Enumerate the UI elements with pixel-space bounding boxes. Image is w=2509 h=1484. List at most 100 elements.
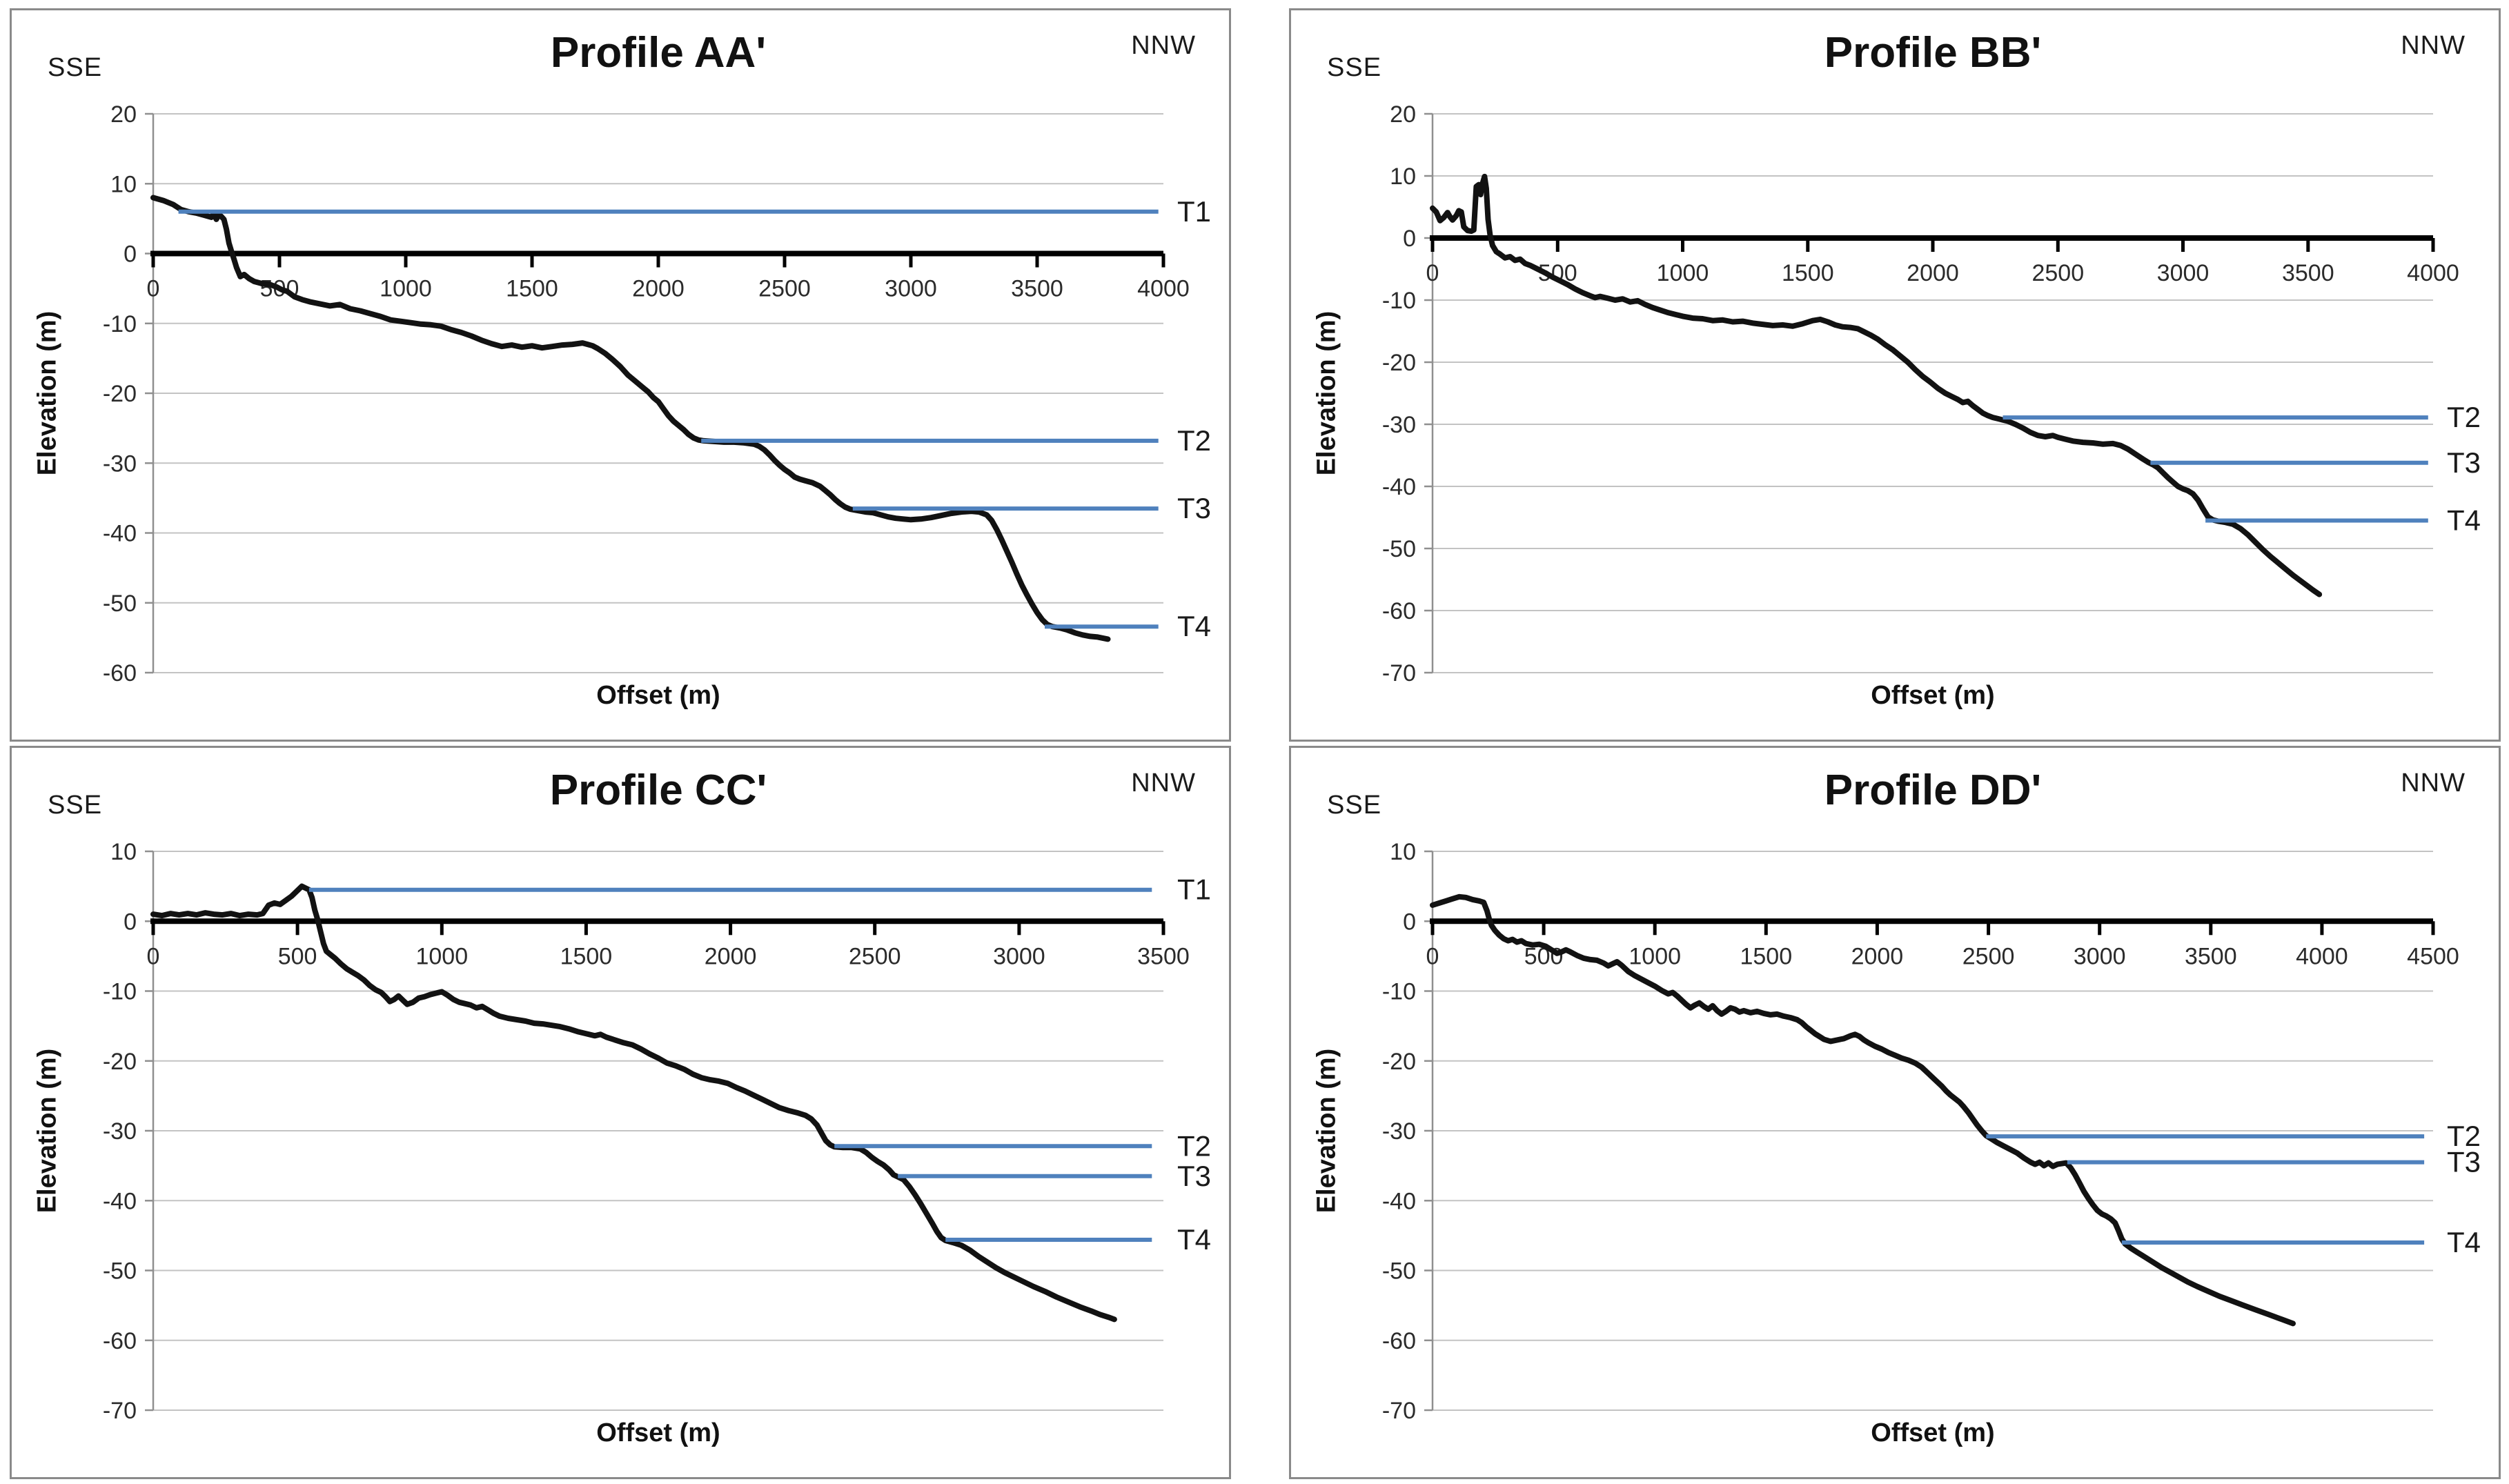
- y-tick-label: 0: [124, 241, 137, 268]
- y-tick-label: 0: [1403, 909, 1416, 935]
- y-tick-label: -50: [1382, 1258, 1416, 1285]
- y-tick-label: -40: [103, 1188, 137, 1214]
- y-tick-label: -60: [1382, 1328, 1416, 1354]
- profile-panel-dd: 10 0 -10 -20 -30 -40 -50 -60 -70 0 500 1000 1500 2000…: [1289, 746, 2501, 1479]
- y-tick-label: -20: [1382, 1049, 1416, 1075]
- x-tick-label: 2000: [1851, 943, 1904, 969]
- x-tick-label: 0: [147, 276, 160, 302]
- terrace-label-t2: T2: [2447, 1120, 2481, 1152]
- terrace-label-t4: T4: [1177, 1223, 1211, 1256]
- y-tick-label: -30: [103, 451, 137, 477]
- terrace-label-t2: T2: [1177, 1129, 1211, 1162]
- y-axis-title: Elevation (m): [32, 1048, 62, 1214]
- y-tick-label: -70: [1382, 660, 1416, 686]
- chart-title-dd: Profile DD': [1824, 766, 2042, 814]
- terrace-label-t3: T3: [2447, 446, 2481, 479]
- y-tick-label: -60: [103, 660, 137, 686]
- seafloor-profile-line: [1430, 173, 2323, 597]
- y-tick-label: -20: [103, 381, 137, 407]
- x-tick-label: 3500: [2185, 943, 2237, 969]
- y-tick-label: -70: [103, 1398, 137, 1424]
- y-tick-label: 0: [124, 909, 137, 935]
- y-axis-title: Elevation (m): [32, 310, 62, 476]
- y-tick-label: 10: [110, 839, 137, 865]
- chart-title-cc: Profile CC': [549, 766, 767, 814]
- seafloor-profile-line: [150, 883, 1117, 1323]
- y-tick-label: -50: [1382, 536, 1416, 562]
- x-tick-label: 2500: [2031, 260, 2084, 286]
- x-tick-label: 500: [278, 943, 317, 969]
- y-tick-label: 0: [1403, 226, 1416, 252]
- x-tick-label: 1500: [1782, 260, 1834, 286]
- x-axis-title: Offset (m): [1871, 1418, 1995, 1447]
- y-tick-label: -10: [103, 979, 137, 1005]
- x-tick-label: 0: [1426, 260, 1439, 286]
- y-axis-title: Elevation (m): [1312, 1048, 1341, 1214]
- x-tick-label: 2500: [758, 276, 811, 302]
- y-tick-label: -40: [103, 521, 137, 547]
- x-axis-title: Offset (m): [596, 681, 720, 710]
- nnw-label: NNW: [2401, 769, 2466, 798]
- sse-label: SSE: [48, 791, 103, 820]
- x-tick-label: 1500: [506, 276, 558, 302]
- x-tick-label: 1000: [1629, 943, 1681, 969]
- x-tick-label: 2000: [705, 943, 757, 969]
- charts-grid: 20 10 0 -10 -20 -30 -40 -50 -60 0 500 1000 1500 2000 2…: [10, 8, 2501, 1479]
- sse-label: SSE: [1327, 53, 1382, 82]
- terrace-label-t3: T3: [1177, 1160, 1211, 1192]
- terrace-label-t3: T3: [1177, 492, 1211, 524]
- x-axis-title: Offset (m): [596, 1418, 720, 1447]
- y-tick-label: 20: [1390, 101, 1416, 128]
- x-tick-label: 2000: [632, 276, 685, 302]
- y-tick-label: -40: [1382, 1188, 1416, 1214]
- y-tick-label: 10: [110, 171, 137, 197]
- y-tick-label: -20: [1382, 350, 1416, 376]
- x-tick-label: 3500: [2282, 260, 2334, 286]
- x-tick-label: 4000: [1137, 276, 1190, 302]
- chart-title-bb: Profile BB': [1824, 29, 2042, 77]
- profile-panel-bb: 20 10 0 -10 -20 -30 -40 -50 -60 -70 0 500 1000 1500 20…: [1289, 8, 2501, 742]
- x-tick-label: 1000: [380, 276, 432, 302]
- nnw-label: NNW: [1131, 31, 1196, 60]
- y-tick-label: -50: [103, 1258, 137, 1285]
- profile-panel-cc: 10 0 -10 -20 -30 -40 -50 -60 -70 0 500 1000 1500 2000…: [10, 746, 1231, 1479]
- plot-area-cc: 10 0 -10 -20 -30 -40 -50 -60 -70 0 500 1000 1500 2000…: [103, 839, 1211, 1424]
- x-tick-label: 1000: [415, 943, 468, 969]
- terrace-label-t4: T4: [1177, 610, 1211, 642]
- terrace-label-t1: T1: [1177, 873, 1211, 906]
- profile-panel-aa: 20 10 0 -10 -20 -30 -40 -50 -60 0 500 1000 1500 2000 2…: [10, 8, 1231, 742]
- y-tick-label: -30: [103, 1118, 137, 1145]
- y-tick-label: 10: [1390, 164, 1416, 190]
- x-tick-label: 4500: [2407, 943, 2459, 969]
- x-tick-label: 3000: [2074, 943, 2126, 969]
- y-tick-label: 10: [1390, 839, 1416, 865]
- x-tick-label: 0: [1426, 943, 1439, 969]
- y-tick-label: -10: [103, 311, 137, 337]
- y-tick-label: -20: [103, 1049, 137, 1075]
- seafloor-profile-line: [150, 195, 1111, 642]
- x-tick-label: 3500: [1137, 943, 1190, 969]
- nnw-label: NNW: [1131, 769, 1196, 798]
- terrace-label-t1: T1: [1177, 195, 1211, 228]
- y-tick-label: -60: [103, 1328, 137, 1354]
- x-tick-label: 4000: [2296, 943, 2348, 969]
- y-tick-label: -30: [1382, 1118, 1416, 1145]
- x-tick-label: 3000: [885, 276, 937, 302]
- plot-area-dd: 100-10-20-30-40-50-60-700 500 1000 1500 2000…: [1382, 839, 2481, 1424]
- y-tick-label: -10: [1382, 979, 1416, 1005]
- x-tick-label: 1500: [560, 943, 613, 969]
- y-tick-label: -70: [1382, 1398, 1416, 1424]
- y-tick-label: 20: [110, 101, 137, 128]
- y-tick-label: -50: [103, 591, 137, 617]
- x-tick-label: 2500: [1962, 943, 2015, 969]
- y-tick-label: -30: [1382, 412, 1416, 438]
- seafloor-profile-line: [1430, 893, 2296, 1327]
- y-axis-title: Elevation (m): [1312, 310, 1341, 476]
- x-tick-label: 0: [147, 943, 160, 969]
- x-tick-label: 3500: [1011, 276, 1063, 302]
- terrace-label-t4: T4: [2447, 1226, 2481, 1258]
- x-tick-label: 3000: [993, 943, 1045, 969]
- x-tick-label: 4000: [2407, 260, 2459, 286]
